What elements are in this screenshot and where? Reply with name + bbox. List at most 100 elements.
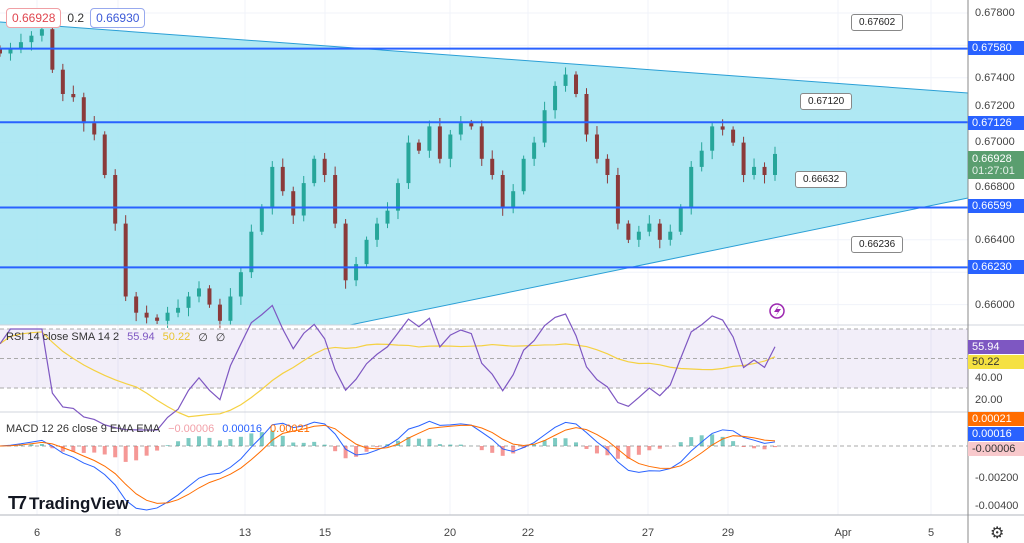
candle-body (60, 69, 65, 94)
candle-body (521, 158, 526, 192)
candle-body (8, 48, 13, 54)
candle-body (752, 166, 757, 175)
rsi-sma-line (0, 331, 776, 418)
spread-value: 0.2 (67, 11, 85, 25)
rsi-value-tag: 55.94 (968, 340, 1024, 354)
price-tick-label: 0.67000 (975, 136, 1015, 148)
macd-histogram-bar (773, 446, 777, 448)
time-tick-label: 6 (33, 527, 41, 539)
macd-histogram-bar (333, 446, 338, 452)
candle-body (333, 175, 338, 224)
macd-signal-line (0, 424, 776, 504)
candle-body (668, 231, 673, 240)
price-tick-label: 0.66400 (975, 234, 1015, 246)
candle-body (636, 231, 641, 240)
macd-histogram-bar (427, 438, 432, 446)
macd-histogram-bar (39, 443, 44, 446)
price-callout[interactable]: 0.67602 (851, 14, 904, 31)
time-tick-label: 13 (238, 527, 252, 539)
macd-histogram-bar (458, 444, 463, 446)
tv-logo-icon: T7 (8, 493, 27, 513)
candle-body (773, 153, 777, 175)
macd-histogram-bar (689, 437, 694, 446)
price-tick-label: 0.66800 (975, 181, 1015, 193)
candle-body (741, 142, 746, 175)
macd-histogram-bar (657, 446, 662, 449)
rsi-axis-label: 40.00 (975, 372, 1003, 384)
candle-body (490, 158, 495, 175)
macd-histogram-bar (720, 436, 725, 446)
candle-body (458, 123, 463, 135)
macd-line (0, 420, 776, 511)
candle-body (532, 142, 537, 159)
macd-histogram-bar (699, 435, 704, 446)
time-tick-label: 8 (114, 527, 122, 539)
candle-body (511, 191, 516, 208)
candle-body (406, 142, 411, 184)
sell-price-button[interactable]: 0.66928 (6, 8, 62, 28)
macd-histogram-bar (312, 441, 317, 446)
rsi-legend: RSI 14 close SMA 14 2 55.94 50.22 ∅ ∅ (6, 331, 225, 344)
buy-price-button[interactable]: 0.66930 (90, 8, 146, 28)
macd-histogram-bar (176, 441, 181, 446)
candle-body (710, 126, 715, 151)
macd-histogram-bar (186, 438, 191, 446)
macd-title[interactable]: MACD 12 26 close 9 EMA EMA (6, 423, 161, 435)
macd-histogram-bar (291, 442, 296, 446)
candle-body (762, 166, 767, 175)
macd-histogram-bar (322, 444, 327, 446)
rsi-value: 55.94 (127, 331, 155, 343)
macd-histogram-bar (259, 432, 264, 446)
gear-icon[interactable]: ⚙ (990, 525, 1005, 542)
candle-body (102, 134, 107, 175)
macd-histogram-bar (165, 445, 170, 446)
lightning-glyph (774, 305, 781, 317)
macd-histogram-bar (762, 446, 767, 450)
candle-body (270, 166, 275, 208)
macd-signal-tag: 0.00021 (968, 412, 1024, 426)
rsi-extra-1: ∅ (198, 332, 208, 344)
triangle-lower-line (349, 197, 969, 326)
macd-histogram-bar (636, 446, 641, 455)
rsi-title[interactable]: RSI 14 close SMA 14 2 (6, 331, 120, 343)
rsi-sma-tag: 50.22 (968, 355, 1024, 369)
candle-body (416, 142, 421, 151)
price-callout[interactable]: 0.66236 (851, 236, 904, 253)
candle-body (29, 35, 34, 43)
time-tick-label: 29 (721, 527, 735, 539)
macd-histogram-bar (563, 438, 568, 446)
macd-histogram-bar (752, 446, 757, 449)
macd-histogram-bar (354, 446, 359, 457)
candle-body (594, 134, 599, 159)
candle-body (689, 166, 694, 208)
candle-body (92, 123, 97, 135)
bar-countdown: 01:27:01 (972, 165, 1015, 177)
macd-histogram-bar (500, 446, 505, 456)
macd-histogram-bar (406, 436, 411, 446)
candle-body (354, 264, 359, 281)
macd-histogram-bar (238, 436, 243, 446)
macd-histogram-bar (678, 442, 683, 446)
triangle-upper-line (0, 21, 969, 94)
price-callout[interactable]: 0.67120 (800, 93, 853, 110)
macd-histogram-bar (710, 434, 715, 446)
macd-histogram-bar (280, 435, 285, 446)
macd-histogram-bar (542, 440, 547, 446)
level-price-tag: 0.66230 (968, 260, 1024, 274)
candle-body (322, 158, 327, 175)
candle-body (647, 223, 652, 232)
candle-body (731, 129, 736, 143)
macd-histogram-bar (479, 446, 484, 451)
logo-text: TradingView (29, 493, 129, 513)
level-price-tag: 0.66599 (968, 199, 1024, 213)
macd-value-tag: 0.00016 (968, 427, 1024, 441)
price-callout[interactable]: 0.66632 (795, 171, 848, 188)
level-price-tag: 0.67126 (968, 116, 1024, 130)
candle-body (720, 126, 725, 130)
candle-body (228, 296, 233, 321)
macd-histogram-bar (92, 446, 97, 453)
price-tick-label: 0.67200 (975, 100, 1015, 112)
candle-body (312, 158, 317, 184)
candle-body (657, 223, 662, 240)
